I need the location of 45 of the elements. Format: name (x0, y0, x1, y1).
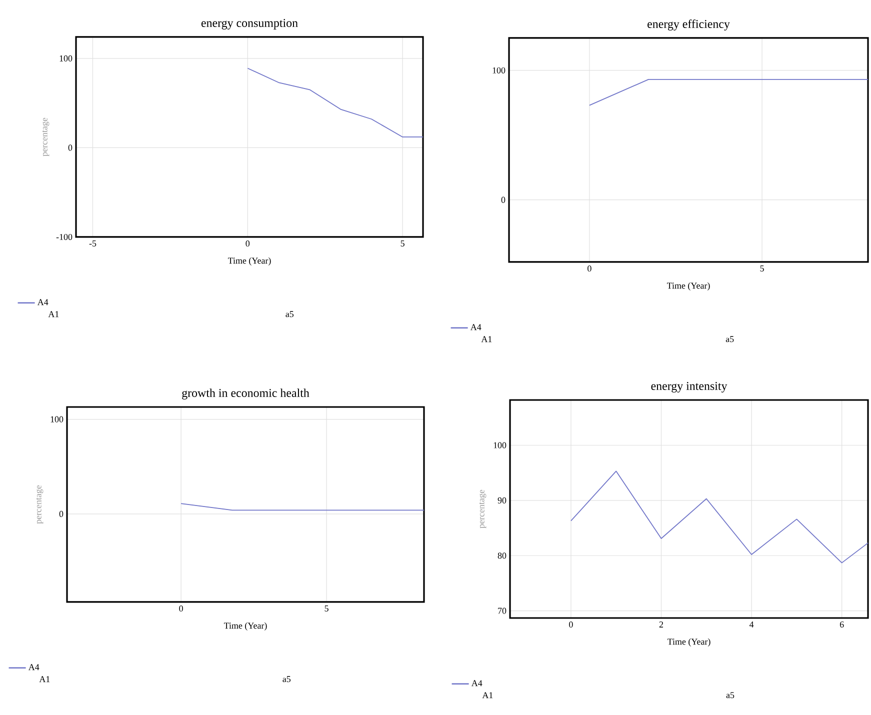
x-axis-title: Time (Year) (666, 282, 710, 291)
y-tick-label: 100 (60, 55, 72, 62)
x-tick-label: 5 (324, 606, 328, 612)
text: a5 (286, 311, 294, 318)
line-series (570, 470, 868, 564)
y-tick-label: 80 (498, 552, 506, 559)
x-tick-label: 4 (749, 622, 754, 628)
y-tick-label: 0 (59, 510, 64, 517)
x-tick-label: 5 (760, 266, 764, 272)
text: a5 (726, 336, 734, 342)
legend-label: A4 (471, 680, 482, 686)
y-tick-label: 70 (498, 608, 506, 614)
x-tick-label: -5 (89, 240, 96, 246)
text: a5 (726, 692, 734, 698)
chart-title: energy efficiency (648, 19, 730, 30)
x-tick-label: 0 (246, 240, 250, 247)
text: A1 (481, 336, 492, 342)
y-tick-label: -100 (56, 234, 72, 240)
y-tick-label: 100 (494, 442, 506, 448)
y-axis-title: percentage (479, 490, 486, 528)
x-tick-label: 5 (400, 240, 404, 246)
y-axis-title: percentage (42, 118, 50, 156)
y-axis-title: percentage (36, 485, 44, 524)
x-tick-label: 2 (659, 622, 663, 628)
chart-title: energy consumption (201, 18, 298, 30)
text: A1 (48, 311, 59, 318)
legend-label: A4 (37, 299, 48, 306)
text: A1 (482, 692, 493, 698)
legend-label: A4 (28, 664, 40, 670)
y-tick-label: 90 (498, 497, 506, 504)
chart-title: growth in economic health (182, 388, 310, 400)
x-tick-label: 6 (840, 622, 844, 628)
y-tick-label: 0 (68, 144, 72, 151)
x-tick-label: 0 (569, 622, 573, 628)
text: A1 (39, 676, 50, 682)
text: a5 (282, 676, 291, 682)
y-tick-label: 100 (492, 67, 506, 74)
y-tick-label: 100 (50, 416, 64, 422)
legend-label: A4 (470, 324, 482, 330)
x-axis-title: Time (Year) (228, 257, 271, 266)
x-axis-title: Time (Year) (224, 622, 267, 631)
y-tick-label: 0 (501, 196, 506, 203)
x-axis-title: Time (Year) (667, 638, 710, 647)
line-series (247, 68, 424, 138)
chart-title: energy intensity (651, 382, 728, 392)
